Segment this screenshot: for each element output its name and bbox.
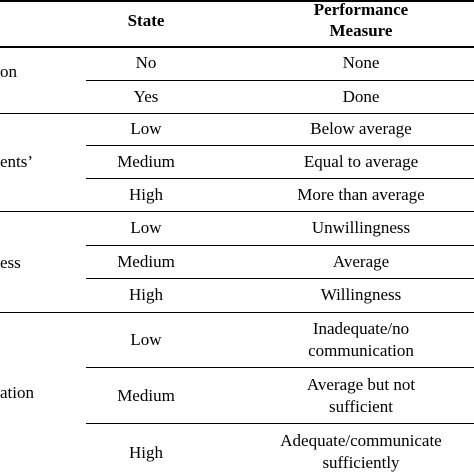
measure-cell: Willingness (320, 285, 402, 304)
header-performance-line2: Measure (329, 21, 393, 40)
state-cell: Low (130, 119, 162, 138)
group-divider (0, 312, 474, 313)
row-divider (86, 278, 474, 279)
measure-cell-line1: Average but not (306, 375, 416, 394)
variable-label: ess (0, 253, 21, 272)
header-performance-line1: Performance (313, 0, 409, 19)
measure-cell: Below average (310, 119, 412, 138)
state-cell: High (129, 185, 163, 204)
state-cell: Low (130, 330, 162, 349)
state-cell: No (135, 53, 157, 72)
measure-cell: More than average (297, 185, 425, 204)
measure-cell-line2: sufficient (329, 397, 393, 416)
state-cell: Yes (133, 87, 159, 106)
top-rule (0, 0, 474, 2)
row-divider (86, 178, 474, 179)
measure-cell-line1: Inadequate/no (312, 319, 410, 338)
state-cell: Medium (117, 152, 175, 171)
row-divider (86, 145, 474, 146)
measure-cell: Unwillingness (311, 218, 411, 237)
row-divider (86, 80, 474, 81)
variable-label: on (0, 62, 17, 81)
group-divider (0, 211, 474, 212)
header-rule (0, 46, 474, 48)
measure-cell-line2: sufficiently (322, 453, 400, 472)
group-divider (0, 113, 474, 114)
measure-cell-line2: communication (308, 341, 414, 360)
variable-label: ents’ (0, 152, 34, 171)
row-divider (86, 245, 474, 246)
state-cell: Medium (117, 252, 175, 271)
measure-cell: Done (342, 87, 380, 106)
state-cell: Low (130, 218, 162, 237)
measure-cell: Average (332, 252, 390, 271)
state-cell: High (129, 443, 163, 462)
state-cell: High (129, 285, 163, 304)
measure-cell: None (342, 53, 380, 72)
header-state: State (127, 11, 165, 30)
measure-cell-line1: Adequate/communicate (280, 431, 442, 450)
row-divider (86, 423, 474, 424)
row-divider (86, 367, 474, 368)
variable-label: ation (0, 383, 34, 402)
state-cell: Medium (117, 386, 175, 405)
measure-cell: Equal to average (303, 152, 419, 171)
